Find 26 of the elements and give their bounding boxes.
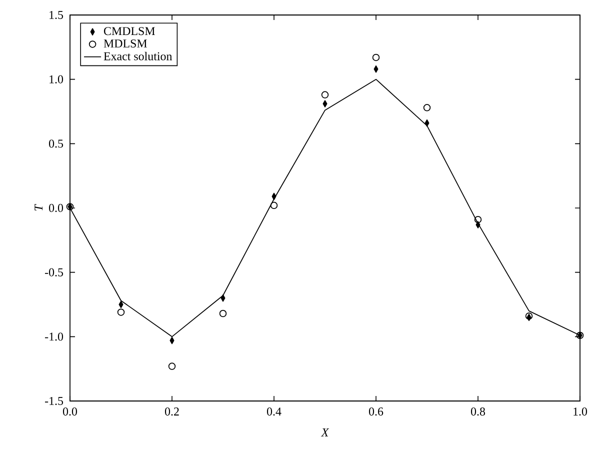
x-tick-label: 0.2 bbox=[164, 408, 179, 416]
y-tick-label: -1.0 bbox=[45, 332, 64, 341]
legend-label: Exact solution bbox=[104, 52, 172, 60]
point bbox=[321, 91, 329, 98]
x-tick-label: 0.4 bbox=[266, 408, 282, 416]
point bbox=[168, 362, 176, 370]
point bbox=[423, 104, 431, 112]
y-tick-label: 0.5 bbox=[49, 140, 64, 148]
x-tick-label: 0.0 bbox=[62, 408, 78, 416]
point bbox=[474, 216, 482, 224]
point bbox=[270, 202, 278, 210]
y-tick-label: 1.5 bbox=[50, 10, 64, 20]
x-tick-label: 0.6 bbox=[368, 408, 384, 416]
x-tick-label: 1.0 bbox=[574, 408, 588, 416]
y-tick-label: -0.5 bbox=[45, 268, 64, 276]
y-axis-title: T bbox=[34, 204, 42, 211]
y-tick-label: -1.5 bbox=[45, 396, 64, 406]
y-tick-label: 0.0 bbox=[49, 204, 64, 212]
x-tick-label: 0.8 bbox=[470, 408, 486, 416]
x-axis-title: X bbox=[320, 428, 330, 436]
legend-label: MDLSM bbox=[104, 39, 147, 48]
point bbox=[372, 54, 380, 62]
legend-label: CMDLSM bbox=[104, 27, 155, 36]
point bbox=[219, 310, 227, 318]
point bbox=[117, 308, 125, 316]
y-tick-label: 1.0 bbox=[50, 75, 64, 84]
